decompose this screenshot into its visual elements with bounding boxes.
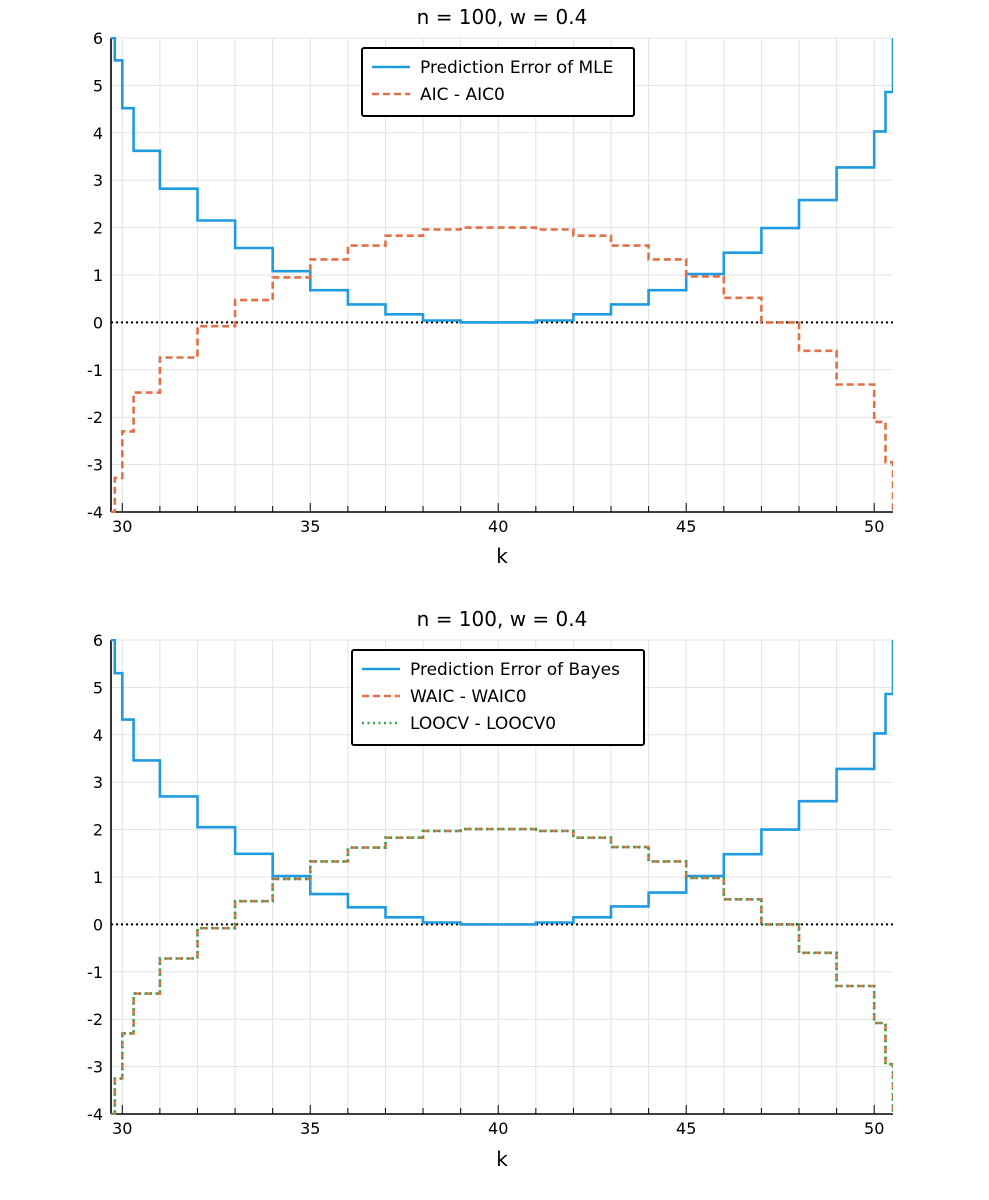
series-group	[111, 639, 893, 1115]
x-tick-label: 40	[488, 517, 508, 536]
chart-title: n = 100, w = 0.4	[417, 5, 588, 29]
x-tick-label: 45	[676, 1119, 696, 1138]
y-tick-label: 5	[93, 76, 103, 95]
x-axis-label: k	[496, 544, 508, 568]
x-tick-label: 35	[300, 1119, 320, 1138]
y-tick-label: 4	[93, 124, 103, 143]
y-tick-label: 3	[93, 171, 103, 190]
x-tick-label: 30	[112, 517, 132, 536]
series-group	[111, 37, 893, 513]
legend-box	[361, 47, 635, 117]
y-tick-label: 2	[93, 821, 103, 840]
chart-title: n = 100, w = 0.4	[417, 607, 588, 631]
y-tick-label: -2	[87, 408, 103, 427]
legend: Prediction Error of Bayes WAIC - WAIC0 LOO…	[351, 649, 645, 746]
legend-label: WAIC - WAIC0	[410, 687, 527, 707]
y-tick-label: -4	[87, 503, 103, 522]
y-tick-label: -3	[87, 456, 103, 475]
y-tick-label: -3	[87, 1058, 103, 1077]
y-tick-label: 6	[93, 631, 103, 650]
x-axis-label: k	[496, 1147, 508, 1171]
chart-panel-bottom: n = 100, w = 0.4 30 35 40 45 50 6 5 4 3 2 1 0 -1 -2 -3 -…	[87, 607, 893, 1171]
y-tick-label: 2	[93, 219, 103, 238]
y-tick-label: 5	[93, 678, 103, 697]
legend-label: Prediction Error of Bayes	[410, 660, 620, 680]
x-tick-label: 30	[112, 1119, 132, 1138]
legend-label: LOOCV - LOOCV0	[410, 714, 556, 734]
y-tick-label: 0	[93, 915, 103, 934]
x-tick-label: 50	[864, 517, 884, 536]
y-tick-label: -2	[87, 1010, 103, 1029]
y-tick-label: 4	[93, 726, 103, 745]
x-tick-label: 50	[864, 1119, 884, 1138]
legend-box	[351, 649, 645, 746]
y-tick-label: 3	[93, 773, 103, 792]
y-tick-label: 6	[93, 29, 103, 48]
y-tick-label: -1	[87, 963, 103, 982]
y-tick-label: -4	[87, 1105, 103, 1124]
chart-panel-top: n = 100, w = 0.4 30 35 40 45 50 6 5 4 3 2 1 0 -1 -2 -3 -…	[87, 5, 893, 568]
series-line-3	[111, 827, 893, 1115]
x-tick-label: 45	[676, 517, 696, 536]
legend: Prediction Error of MLE AIC - AIC0	[361, 47, 635, 117]
y-tick-label: 0	[93, 313, 103, 332]
y-tick-label: 1	[93, 266, 103, 285]
y-tick-label: 1	[93, 868, 103, 887]
y-tick-label: -1	[87, 361, 103, 380]
legend-label: AIC - AIC0	[420, 85, 505, 105]
series-line-2	[111, 226, 893, 513]
legend-label: Prediction Error of MLE	[420, 58, 613, 78]
x-tick-label: 35	[300, 517, 320, 536]
x-tick-label: 40	[488, 1119, 508, 1138]
series-line-1	[111, 37, 893, 324]
series-line-1	[111, 639, 893, 926]
